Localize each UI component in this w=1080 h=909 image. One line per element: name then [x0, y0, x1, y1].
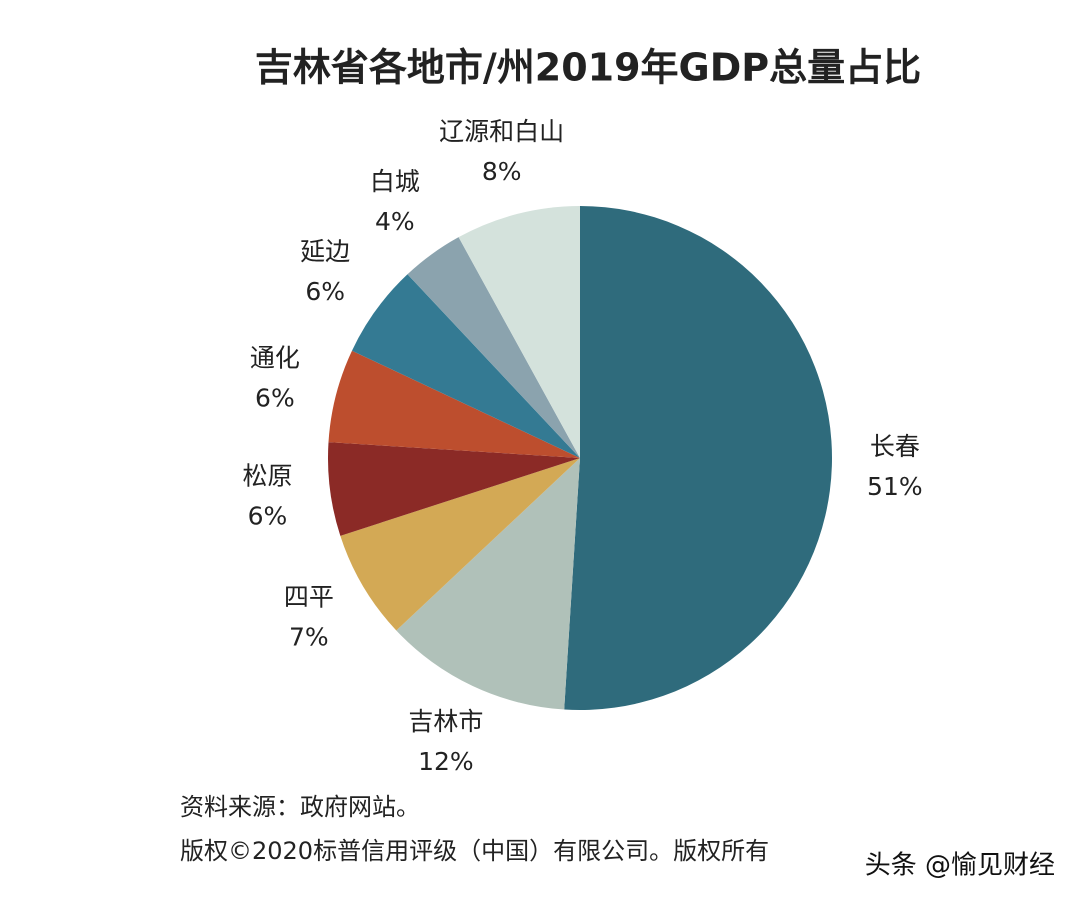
slice-label: 长春 — [870, 432, 920, 461]
pie-slice — [328, 442, 580, 536]
copyright-note: 版权©2020标普信用评级（中国）有限公司。版权所有 — [180, 837, 769, 865]
value-label: 8% — [482, 157, 522, 186]
pie-slice — [407, 237, 580, 458]
slice-label: 通化 — [250, 344, 300, 373]
pie-slice — [564, 206, 832, 710]
pie-slice — [340, 458, 580, 631]
pie-slice — [396, 458, 580, 710]
value-label: 7% — [289, 622, 329, 651]
slice-label: 延边 — [300, 237, 350, 266]
slice-label: 吉林市 — [408, 707, 483, 736]
value-label: 6% — [305, 277, 345, 306]
pie — [328, 206, 832, 710]
value-label: 12% — [418, 747, 474, 776]
slice-label: 四平 — [284, 582, 334, 611]
pie-slice — [458, 206, 580, 458]
pie-slice — [328, 350, 580, 458]
value-label: 6% — [255, 384, 295, 413]
value-label: 6% — [248, 501, 288, 530]
value-label: 51% — [867, 472, 923, 501]
slice-label: 辽源和白山 — [439, 117, 564, 146]
pie-slice — [351, 274, 580, 458]
slice-label: 松原 — [242, 461, 292, 490]
watermark: 头条 @愉见财经 — [865, 851, 1055, 881]
source-note: 资料来源：政府网站。 — [180, 793, 420, 821]
value-label: 4% — [375, 207, 415, 236]
chart-title: 吉林省各地市/州2019年GDP总量占比 — [255, 46, 921, 90]
slice-label: 白城 — [370, 167, 420, 196]
